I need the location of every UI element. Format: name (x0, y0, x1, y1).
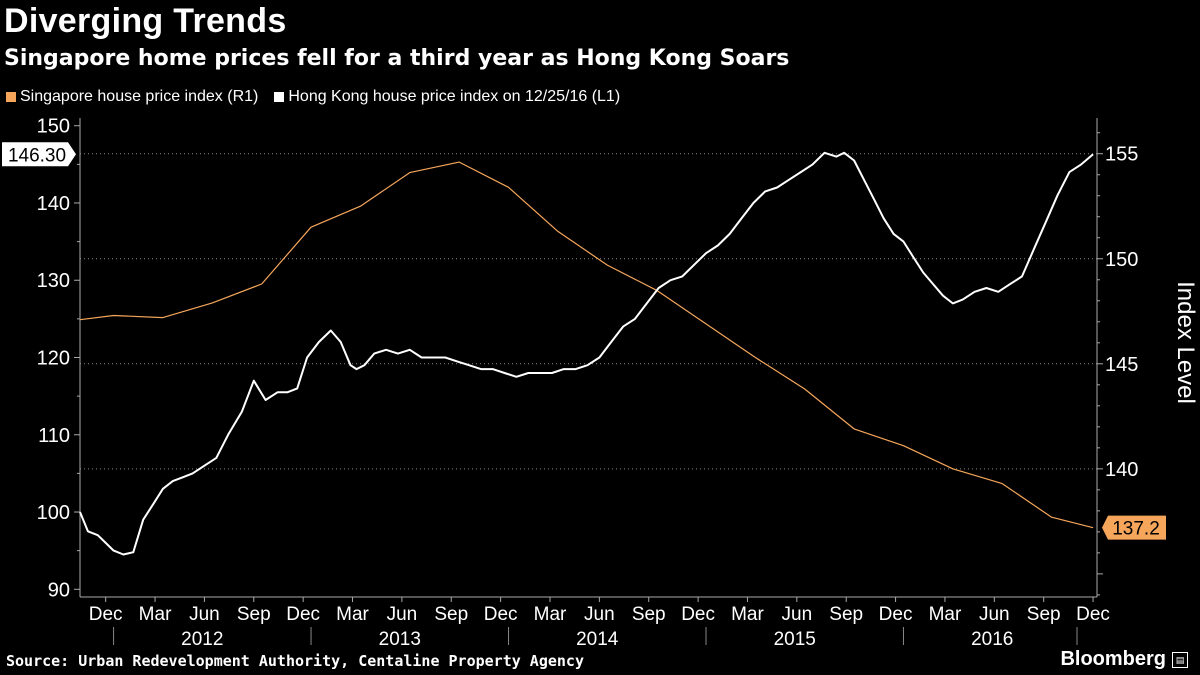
year-label-2013: 2013 (379, 629, 421, 650)
x-tick-label-6: Jun (387, 604, 418, 625)
legend-swatch-hong-kong (274, 92, 285, 102)
right-tick-label-140: 140 (1105, 459, 1138, 481)
x-tick-label-12: Dec (681, 604, 715, 625)
left-tick-label-110: 110 (38, 425, 70, 447)
left-tick-label-150: 150 (37, 116, 70, 138)
x-tick-label-19: Sep (1027, 604, 1061, 625)
singapore-last-value-label: 137.2 (1112, 519, 1160, 540)
chart-title: Diverging Trends (4, 2, 287, 40)
x-tick-label-0: Dec (89, 604, 123, 625)
chart-subtitle: Singapore home prices fell for a third y… (4, 46, 790, 71)
bloomberg-terminal-icon: ▤ (1172, 651, 1188, 668)
x-tick-label-10: Jun (584, 604, 615, 625)
x-tick-label-1: Mar (139, 604, 172, 625)
legend-swatch-singapore (6, 92, 16, 102)
x-tick-label-18: Jun (979, 604, 1010, 625)
right-tick-label-145: 145 (1105, 354, 1138, 376)
left-tick-label-90: 90 (48, 579, 70, 601)
year-label-2016: 2016 (971, 629, 1013, 650)
legend-item-singapore: Singapore house price index (R1) (6, 88, 258, 106)
hong-kong-last-value-label: 146.30 (8, 145, 66, 166)
source-note: Source: Urban Redevelopment Authority, C… (6, 652, 584, 670)
brand-name: Bloomberg (1060, 648, 1166, 670)
x-tick-label-9: Mar (534, 604, 567, 625)
singapore-last-value-badge (1102, 515, 1166, 540)
x-tick-label-7: Sep (434, 604, 468, 625)
hong-kong-last-value-badge (2, 142, 76, 167)
x-tick-label-14: Jun (782, 604, 813, 625)
left-tick-label-100: 100 (37, 502, 70, 524)
x-tick-label-17: Mar (929, 604, 962, 625)
x-tick-label-15: Sep (829, 604, 863, 625)
right-axis-label: Index Level (1172, 281, 1199, 404)
x-tick-label-13: Mar (731, 604, 764, 625)
singapore-series-line (79, 161, 1094, 529)
legend-label-singapore: Singapore house price index (R1) (20, 88, 259, 105)
x-tick-label-5: Mar (336, 604, 369, 625)
x-tick-label-4: Dec (286, 604, 320, 625)
right-tick-label-150: 150 (1105, 249, 1138, 271)
left-tick-label-130: 130 (37, 270, 70, 292)
x-tick-label-11: Sep (632, 604, 666, 625)
year-label-2015: 2015 (774, 629, 816, 650)
x-tick-label-3: Sep (237, 604, 271, 625)
legend: Singapore house price index (R1) Hong Ko… (6, 88, 620, 106)
hong-kong-series-line (79, 151, 1094, 556)
left-tick-label-120: 120 (37, 348, 70, 370)
x-tick-label-16: Dec (879, 604, 913, 625)
year-label-2014: 2014 (576, 629, 619, 650)
left-tick-label-140: 140 (37, 193, 70, 215)
x-tick-label-8: Dec (484, 604, 518, 625)
bloomberg-logo: Bloomberg ▤ (1060, 648, 1188, 671)
year-label-2012: 2012 (181, 629, 223, 650)
legend-item-hong-kong: Hong Kong house price index on 12/25/16 … (274, 88, 620, 106)
right-tick-label-155: 155 (1105, 144, 1138, 166)
x-tick-label-2: Jun (189, 604, 220, 625)
x-tick-label-20: Dec (1076, 604, 1110, 625)
legend-label-hong-kong: Hong Kong house price index on 12/25/16 … (288, 88, 621, 105)
